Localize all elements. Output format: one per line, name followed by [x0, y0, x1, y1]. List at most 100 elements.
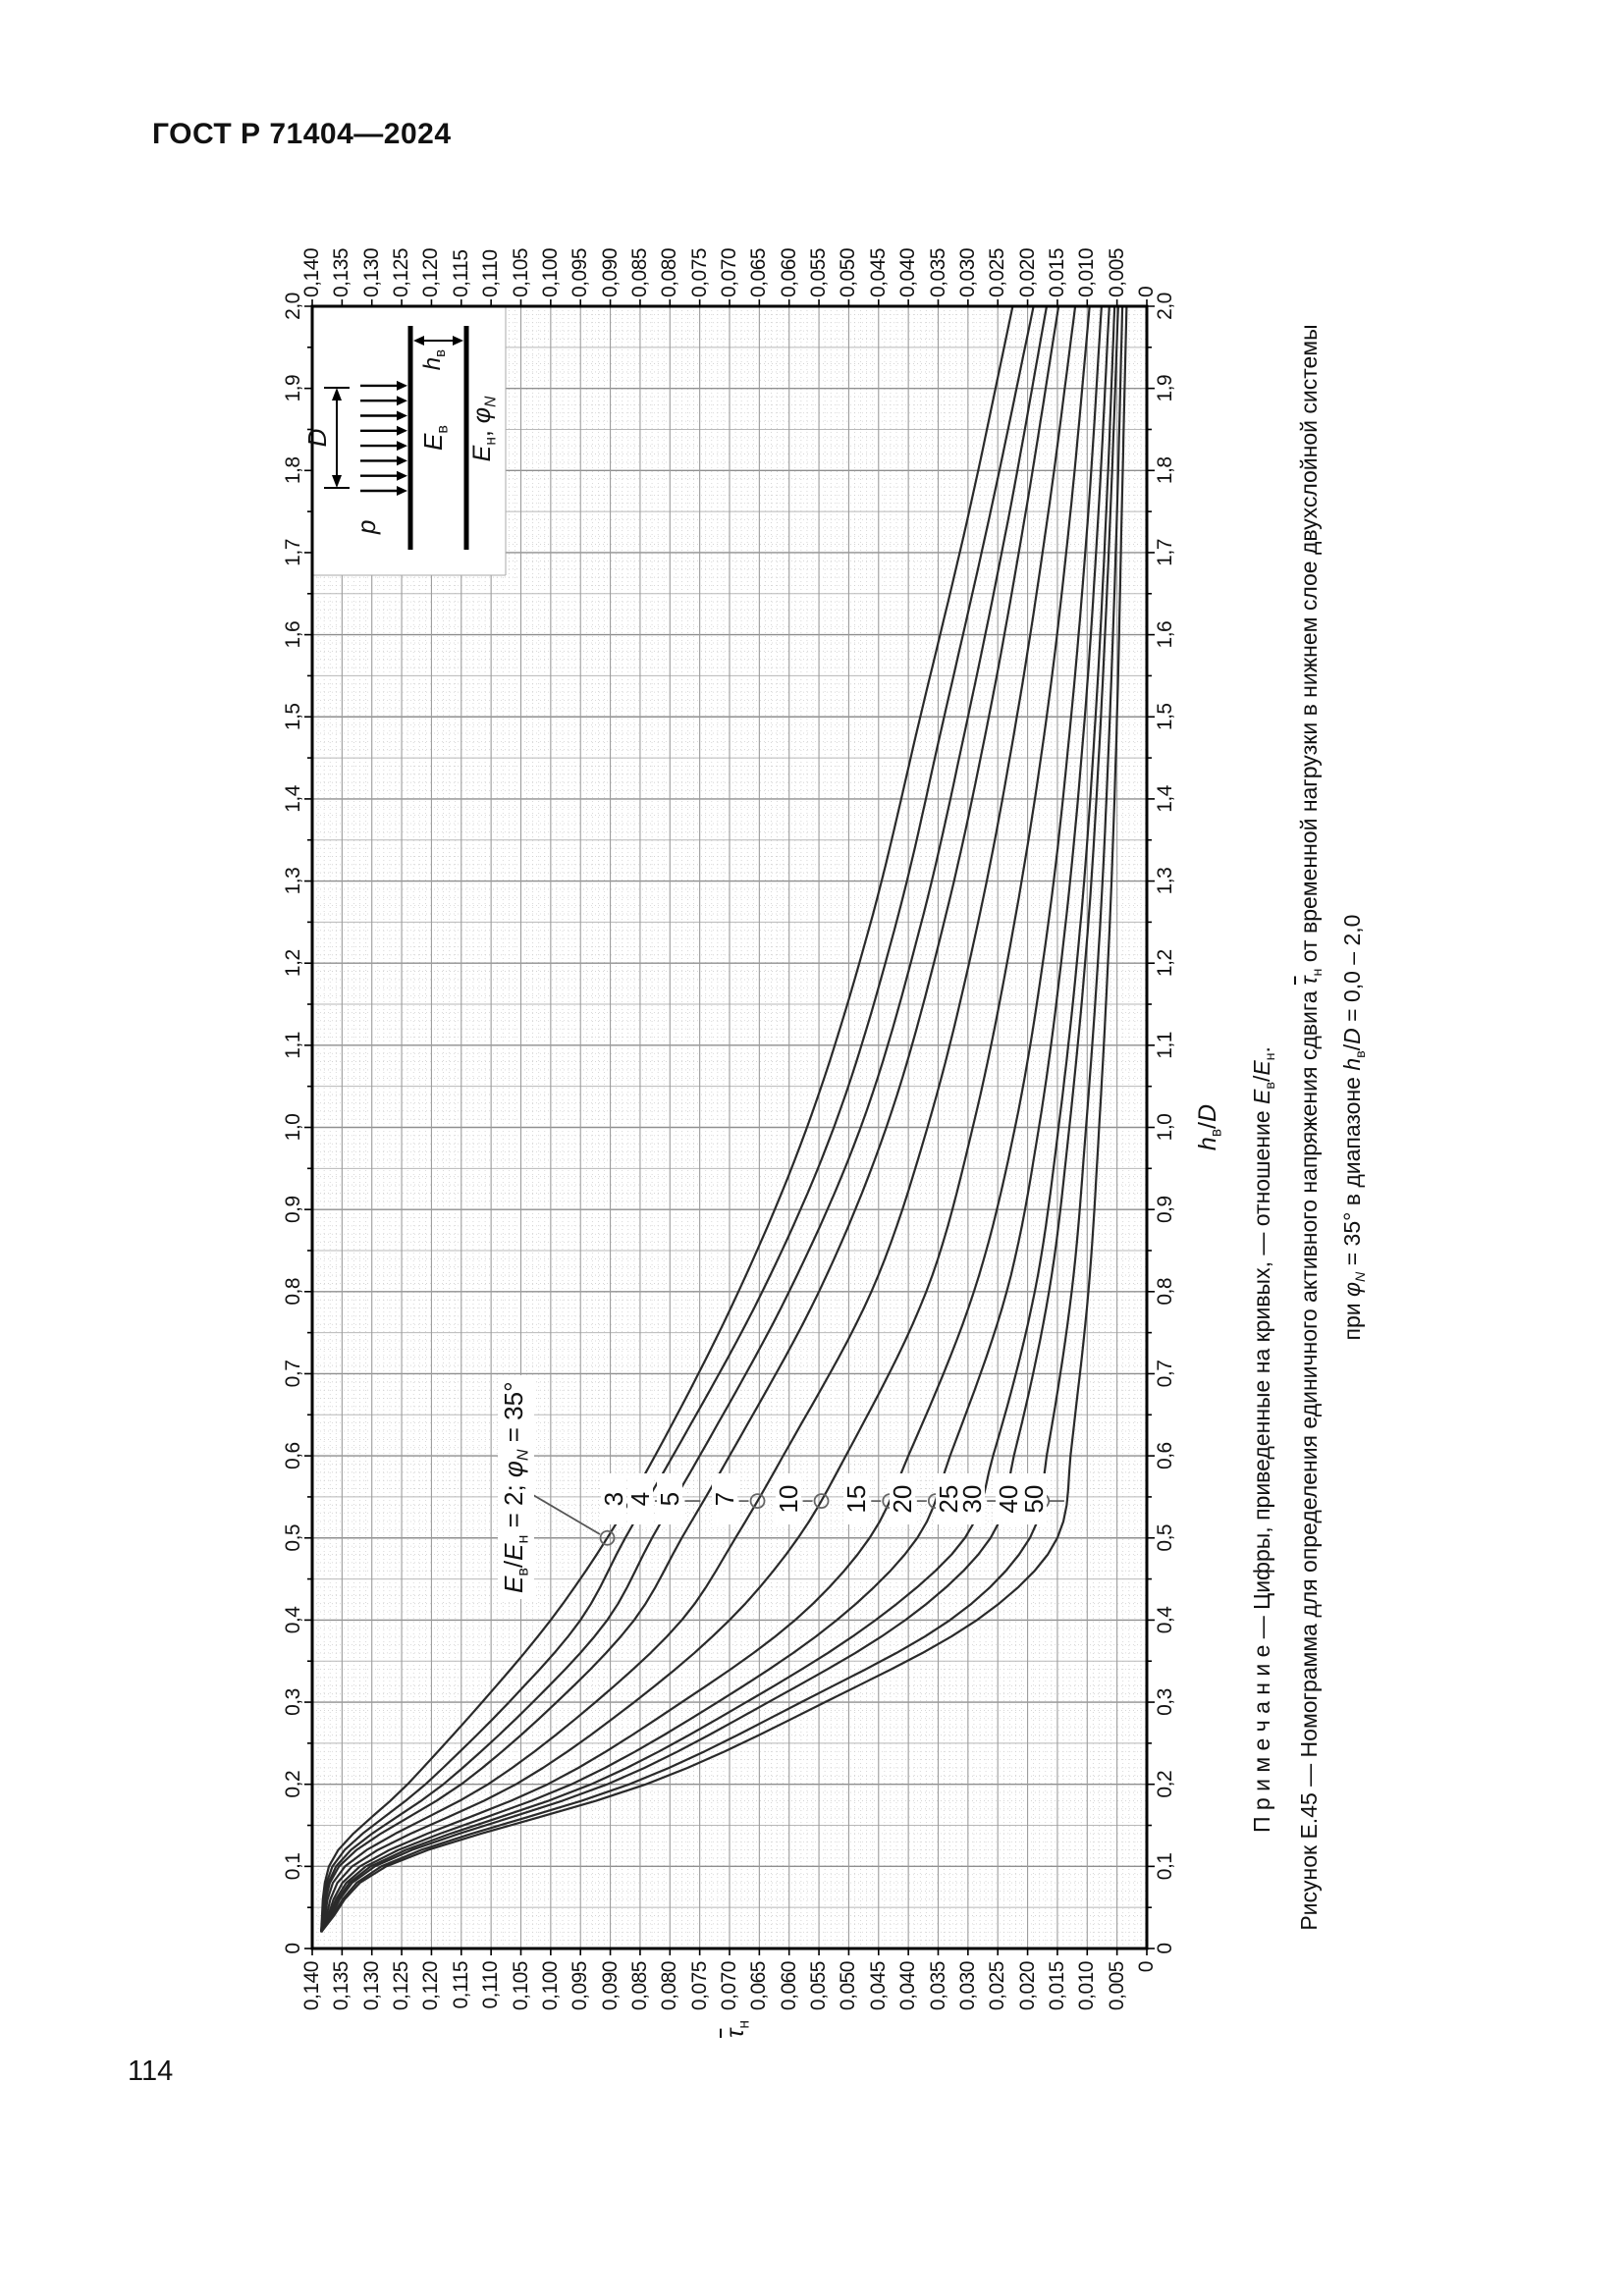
load-arrow: [397, 396, 407, 406]
text-run: = 35°: [499, 1381, 528, 1450]
tick-label-y-left: 0,010: [1075, 1961, 1099, 2011]
tick-label-x-top: 0,1: [282, 1852, 304, 1881]
inset-label-hb: hв: [419, 349, 454, 397]
tick-label-y-left: 0,110: [479, 1961, 503, 2009]
tick-label-x-bottom: 0,7: [1154, 1360, 1176, 1388]
tick-label-y-left: 0,075: [687, 1961, 711, 2011]
tick-label-y-right: 0,005: [1105, 247, 1128, 297]
text-run: в: [514, 1568, 532, 1576]
figure-wrapper: τн hв/D D p Eв Eн, φN hв Eв/Eн = 2; φN =…: [282, 247, 1382, 2042]
tick-label-x-bottom: 0,8: [1154, 1277, 1176, 1306]
text-run: = 35° в диапазоне: [1339, 1070, 1365, 1272]
load-arrow: [397, 441, 407, 452]
axis-ticks: [304, 299, 1155, 1955]
tick-label-y-left: 0,050: [837, 1961, 860, 2011]
curve-ratio-15: [320, 305, 1103, 1933]
curve-label-50: 50: [1019, 1473, 1049, 1525]
tick-label-x-top: 0,5: [282, 1523, 304, 1552]
text-run: N: [1352, 1271, 1369, 1282]
text-run: N: [514, 1449, 532, 1462]
curve-label-20: 20: [888, 1473, 917, 1525]
tick-label-y-left: 0,065: [747, 1961, 771, 2011]
tick-label-y-right: 0,065: [747, 247, 771, 297]
text-run: E: [468, 445, 496, 462]
tick-label-x-bottom: 1,5: [1154, 703, 1176, 731]
curve-ratio-40: [320, 305, 1124, 1933]
curve-ratio-7: [320, 305, 1077, 1933]
tick-label-y-right: 0,025: [986, 247, 1009, 297]
tick-label-y-left: 0,115: [449, 1961, 472, 2009]
tick-label-x-top: 1,5: [282, 703, 304, 731]
tick-label-y-left: 0,125: [390, 1961, 413, 2011]
tick-label-x-bottom: 0: [1154, 1943, 1176, 1954]
tick-label-y-left: 0,060: [777, 1961, 800, 2011]
tick-label-x-top: 0,8: [282, 1277, 304, 1306]
tick-label-x-bottom: 0,3: [1154, 1688, 1176, 1716]
tick-label-y-right: 0,035: [926, 247, 949, 297]
tick-label-y-right: 0,075: [687, 247, 711, 297]
arrowhead-up: [413, 336, 424, 346]
tick-label-x-bottom: 1,4: [1154, 785, 1176, 813]
marker-circle-7: [749, 1493, 766, 1510]
curve-label-7: 7: [710, 1473, 739, 1525]
tick-label-y-left: 0,020: [1015, 1961, 1039, 2011]
curve-ratio-30: [320, 305, 1119, 1933]
tick-label-x-bottom: 1,6: [1154, 620, 1176, 649]
tick-label-y-right: 0,085: [627, 247, 651, 297]
text-run: h: [1194, 1137, 1221, 1151]
tick-label-y-left: 0,030: [955, 1961, 979, 2011]
curve-ratio-20: [320, 305, 1110, 1933]
load-arrow: [397, 470, 407, 481]
text-run: φ: [468, 406, 496, 424]
text-run: /: [1339, 1043, 1365, 1051]
text-run: φ: [499, 1461, 528, 1478]
tick-label-x-top: 0,9: [282, 1196, 304, 1224]
tick-label-x-top: 1,0: [282, 1113, 304, 1142]
tick-label-x-top: 0,4: [282, 1606, 304, 1634]
arrowhead-down: [453, 336, 463, 346]
tick-label-x-bottom: 1,1: [1154, 1032, 1176, 1059]
figure-note: П р и м е ч а н и е — Цифры, приведенные…: [1249, 1046, 1278, 1833]
tick-label-y-left: 0,055: [807, 1961, 831, 2011]
tick-label-y-left: 0,100: [538, 1961, 562, 2011]
curve-ratio-50: [320, 305, 1128, 1933]
text-run: p: [352, 519, 381, 534]
tick-label-y-left: 0,080: [658, 1961, 681, 2011]
text-run: н: [514, 1534, 532, 1544]
page-number: 114: [128, 2056, 174, 2087]
text-run: в: [433, 349, 450, 357]
tick-label-x-bottom: 2,0: [1154, 293, 1176, 320]
text-run: N: [482, 396, 500, 407]
curve-label-4: 4: [625, 1473, 655, 1525]
text-run: н: [482, 437, 500, 446]
tick-label-x-bottom: 1,3: [1154, 867, 1176, 895]
plot-area: [304, 299, 1155, 1955]
figure-caption-line2: при φN = 35° в диапазоне hв/D = 0,0 – 2,…: [1339, 306, 1369, 1949]
tick-label-y-right: 0,060: [777, 247, 800, 297]
text-run: Рисунок Е.45 — Номограмма для определени…: [1296, 985, 1322, 1931]
tick-label-x-top: 1,3: [282, 867, 304, 895]
tick-label-y-right: 0,140: [300, 247, 323, 297]
tick-label-y-right: 0,100: [538, 247, 562, 297]
tick-label-x-top: 1,8: [282, 456, 304, 485]
tick-label-x-bottom: 1,7: [1154, 539, 1176, 566]
page-title: ГОСТ Р 71404—2024: [152, 118, 452, 150]
tick-label-y-right: 0,130: [359, 247, 383, 297]
tick-label-x-top: 1,1: [282, 1032, 304, 1059]
tick-label-y-right: 0,020: [1015, 247, 1039, 297]
text-run: в: [1352, 1050, 1369, 1058]
text-run: E: [418, 433, 448, 451]
text-run: в: [1262, 1082, 1278, 1090]
text-run: φ: [1339, 1281, 1365, 1297]
tick-label-y-right: 0,055: [807, 247, 831, 297]
tick-label-x-top: 1,7: [282, 539, 304, 566]
text-run: E: [1249, 1089, 1274, 1104]
text-run: D: [1194, 1103, 1221, 1122]
tick-label-y-left: 0,105: [509, 1961, 532, 2011]
text-run: /: [499, 1560, 528, 1569]
text-run: при: [1339, 1296, 1365, 1341]
tick-label-y-right: 0,040: [896, 247, 920, 297]
tick-label-y-left: 0,005: [1105, 1961, 1128, 2011]
tick-label-y-right: 0,030: [955, 247, 979, 297]
